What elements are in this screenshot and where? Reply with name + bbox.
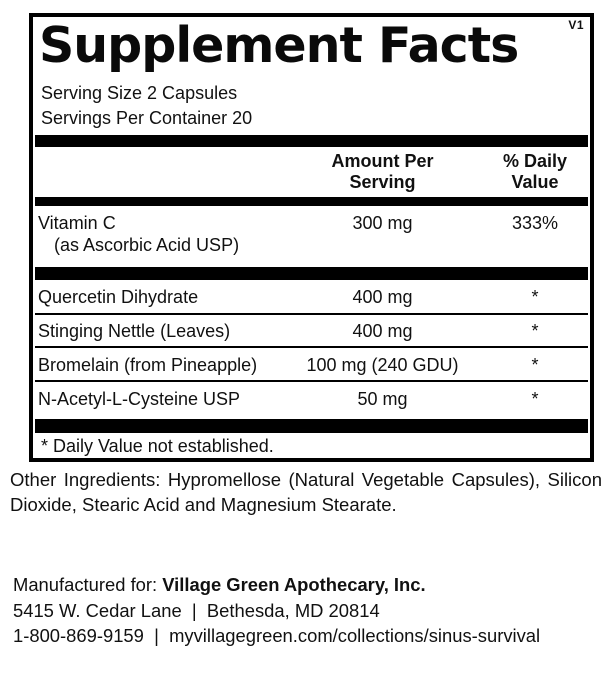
manufacturer-info: Manufactured for: Village Green Apotheca… (13, 572, 601, 649)
thick-divider-bar (35, 267, 588, 280)
nutrient-row-vitamin-c: Vitamin C (as Ascorbic Acid USP) 300 mg … (33, 206, 590, 256)
row-separator (35, 346, 588, 348)
nutrient-amount: 50 mg (357, 389, 408, 409)
daily-value-column-header: % Daily Value (485, 151, 585, 193)
other-ingredients-line1: Other Ingredients: Hypromellose (Natural… (10, 469, 602, 490)
nutrient-amount: 400 mg (352, 321, 413, 341)
nutrient-daily-value: * (531, 389, 539, 409)
nutrient-row-bromelain: Bromelain (from Pineapple) 100 mg (240 G… (33, 348, 590, 380)
medium-divider-bar (35, 197, 588, 206)
thick-divider-bar (35, 419, 588, 433)
supplement-facts-panel: V1 Supplement Facts Serving Size 2 Capsu… (29, 13, 594, 462)
nutrient-row-nac: N-Acetyl-L-Cysteine USP 50 mg * (33, 382, 590, 414)
nutrient-row-stinging-nettle: Stinging Nettle (Leaves) 400 mg * (33, 315, 590, 346)
nutrient-name: Stinging Nettle (Leaves) (38, 321, 231, 341)
nutrient-name: Bromelain (from Pineapple) (38, 355, 258, 375)
nutrient-daily-value: * (531, 355, 539, 375)
nutrient-amount: 100 mg (240 GDU) (306, 355, 459, 375)
other-ingredients-paragraph: Other Ingredients: Hypromellose (Natural… (10, 467, 602, 517)
row-separator (35, 380, 588, 382)
nutrient-name-detail: (as Ascorbic Acid USP) (54, 235, 240, 255)
nutrient-daily-value: 333% (511, 213, 559, 233)
nutrient-amount: 400 mg (352, 287, 413, 307)
nutrient-daily-value: * (531, 287, 539, 307)
nutrient-name-main: Vitamin C (38, 213, 116, 233)
thick-divider-bar (35, 135, 588, 147)
other-ingredients-line2: Dioxide, Stearic Acid and Magnesium Stea… (10, 494, 397, 515)
dv-header-line1: % Daily (502, 151, 568, 171)
column-header-row: Amount Per Serving % Daily Value (33, 151, 590, 193)
nutrient-amount: 300 mg (352, 213, 413, 233)
contact-line: 1-800-869-9159 | myvillagegreen.com/coll… (13, 625, 541, 646)
nutrient-name: Vitamin C (as Ascorbic Acid USP) (38, 212, 280, 256)
version-tag: V1 (568, 18, 584, 32)
amount-column-header: Amount Per Serving (280, 151, 485, 193)
amount-header-line1: Amount Per (331, 151, 434, 171)
address-line: 5415 W. Cedar Lane | Bethesda, MD 20814 (13, 599, 380, 621)
manufactured-for-line: Manufactured for: Village Green Apotheca… (13, 572, 601, 598)
panel-title: Supplement Facts (39, 17, 519, 74)
manufactured-for-label: Manufactured for: (13, 574, 163, 595)
nutrient-row-quercetin: Quercetin Dihydrate 400 mg * (33, 280, 590, 313)
nutrient-daily-value: * (531, 321, 539, 341)
amount-header-line2: Serving (349, 172, 416, 192)
row-separator (35, 313, 588, 315)
manufacturer-name: Village Green Apothecary, Inc. (162, 574, 426, 595)
nutrient-name: Quercetin Dihydrate (38, 287, 199, 307)
dv-header-line2: Value (511, 172, 559, 192)
serving-size: Serving Size 2 Capsules (41, 83, 238, 103)
daily-value-footnote: * Daily Value not established. (41, 436, 274, 456)
name-column-spacer (38, 151, 280, 193)
servings-per-container: Servings Per Container 20 (41, 108, 253, 128)
nutrient-name: N-Acetyl-L-Cysteine USP (38, 389, 241, 409)
